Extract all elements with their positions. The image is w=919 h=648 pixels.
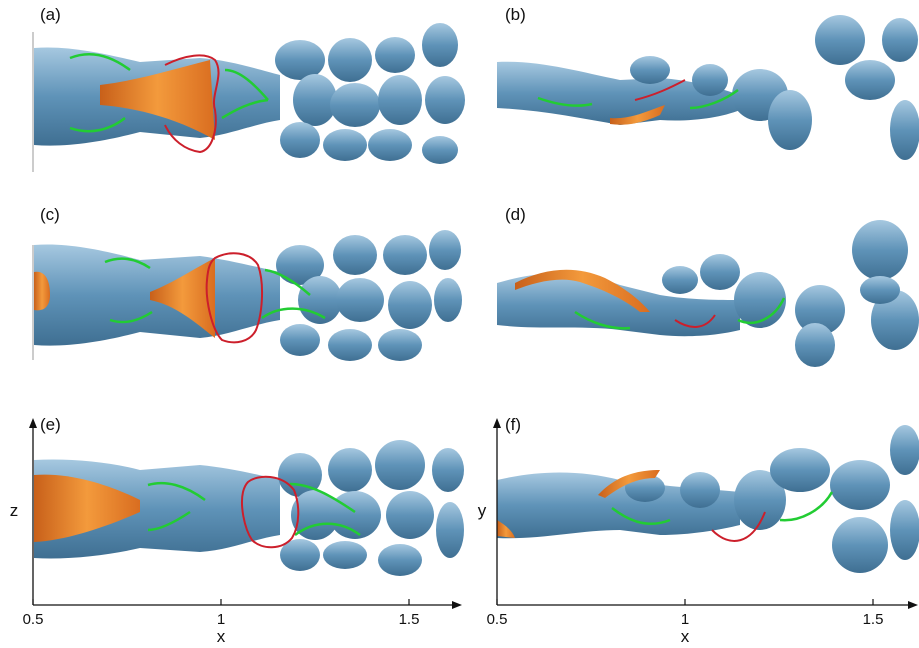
green-vortex-line (264, 268, 311, 296)
green-vortex-line (261, 307, 326, 320)
left-x-axis-arrow (452, 601, 462, 609)
x-tick-label: 1.5 (399, 611, 420, 628)
left-y-axis-arrow (29, 418, 37, 428)
green-vortex-line (574, 310, 631, 330)
green-vortex-line (147, 481, 206, 502)
red-vortex-ring (241, 475, 300, 549)
x-tick-label: 1 (217, 611, 225, 628)
panel-c: (c) (32, 205, 462, 361)
green-vortex-line (611, 507, 671, 525)
right-axes: 0.5 1 1.5 x y (478, 418, 918, 646)
vortex-isosurface (497, 425, 919, 573)
recirculation-region (598, 470, 660, 498)
y-axis-label: y (478, 501, 487, 520)
green-vortex-line (221, 98, 269, 120)
right-y-axis-arrow (493, 418, 501, 428)
green-vortex-line (289, 482, 356, 514)
recirculation-region (515, 269, 650, 312)
x-tick-label: 0.5 (487, 611, 508, 628)
red-vortex-ring (205, 252, 264, 344)
panel-b: (b) (497, 5, 919, 160)
recirculation-region (497, 520, 515, 538)
panel-f: (f) (497, 415, 919, 573)
recirculation-region (610, 105, 665, 125)
vortex-isosurface (497, 220, 919, 367)
green-vortex-line (109, 310, 153, 324)
recirculation-region (34, 474, 140, 542)
right-x-axis-arrow (908, 601, 918, 609)
x-tick-label: 0.5 (23, 611, 44, 628)
x-axis-label: x (217, 627, 226, 646)
panel-label: (c) (40, 205, 60, 224)
green-vortex-line (537, 96, 593, 107)
panel-d: (d) (497, 205, 919, 367)
recirculation-region (100, 60, 215, 140)
x-axis-label: x (681, 627, 690, 646)
red-vortex-line (634, 79, 686, 101)
green-vortex-line (779, 491, 834, 522)
panel-label: (f) (505, 415, 521, 434)
green-vortex-line (104, 257, 151, 270)
vortex-isosurface (497, 15, 919, 160)
recirculation-region (150, 258, 215, 338)
vortex-isosurface (34, 230, 462, 361)
green-vortex-line (689, 89, 739, 110)
green-vortex-line (224, 68, 269, 101)
panel-label: (a) (40, 5, 61, 24)
red-vortex-line (711, 511, 766, 542)
green-vortex-line (737, 297, 786, 324)
y-axis-label: z (10, 501, 19, 520)
green-vortex-line (147, 510, 191, 532)
red-vortex-line (674, 314, 716, 328)
panel-label: (b) (505, 5, 526, 24)
green-vortex-line (294, 522, 361, 537)
x-tick-label: 1 (681, 611, 689, 628)
recirculation-region (34, 271, 50, 311)
x-tick-label: 1.5 (863, 611, 884, 628)
panel-e: (e) (34, 415, 464, 576)
panel-label: (e) (40, 415, 61, 434)
left-axes: 0.5 1 1.5 x z (10, 418, 462, 646)
panel-a: (a) (32, 5, 465, 173)
red-vortex-ring (164, 54, 220, 154)
green-vortex-line (69, 52, 131, 72)
panel-label: (d) (505, 205, 526, 224)
green-vortex-line (69, 117, 126, 133)
